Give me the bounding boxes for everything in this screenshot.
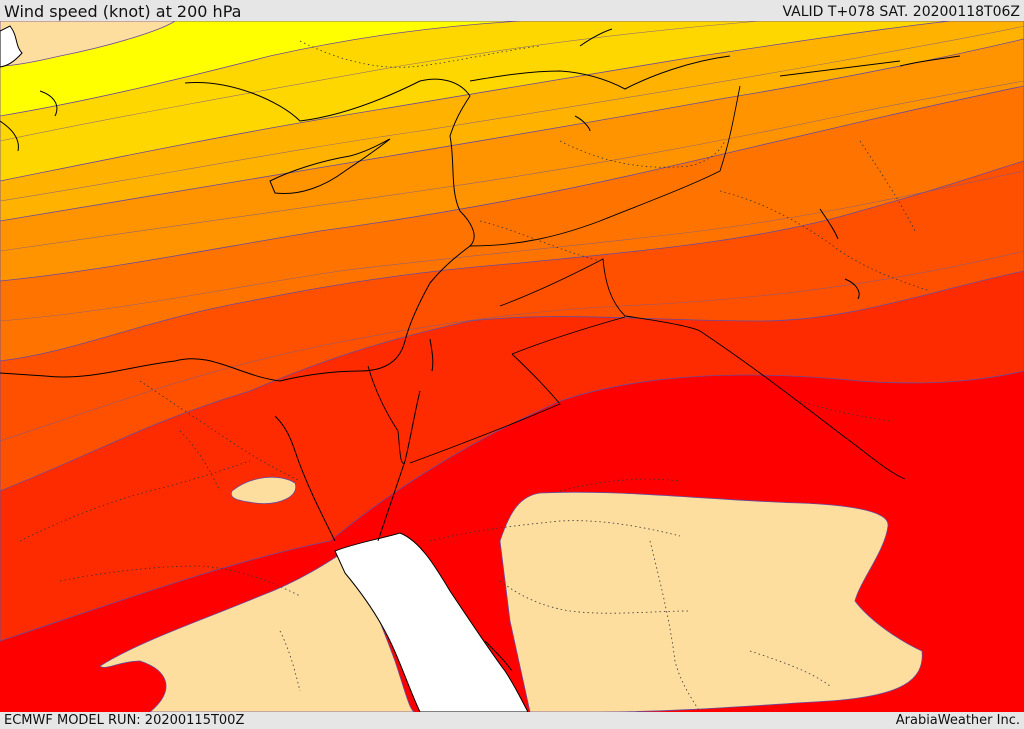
aegean-water (0, 25, 23, 68)
map-footer: ECMWF MODEL RUN: 20200115T00Z ArabiaWeat… (0, 712, 1024, 729)
band-1 (0, 21, 521, 117)
map-title: Wind speed (knot) at 200 hPa (4, 2, 242, 21)
coastlines (0, 28, 961, 672)
low-wind-area-south (499, 491, 923, 712)
red-sea (334, 532, 529, 712)
provincial-boundaries (19, 40, 931, 712)
low-wind-area-north (0, 21, 176, 67)
low-wind-area-small (230, 476, 297, 504)
contour-lines (0, 21, 1024, 442)
map-canvas (0, 21, 1024, 712)
wind-speed-map (0, 21, 1024, 712)
low-wind-area-southwest (99, 550, 416, 712)
credit-label: ArabiaWeather Inc. (895, 713, 1020, 728)
valid-time-label: VALID T+078 SAT. 20200118T06Z (782, 4, 1020, 20)
model-run-label: ECMWF MODEL RUN: 20200115T00Z (4, 713, 245, 728)
map-header: Wind speed (knot) at 200 hPa VALID T+078… (0, 0, 1024, 21)
borders (367, 60, 906, 480)
